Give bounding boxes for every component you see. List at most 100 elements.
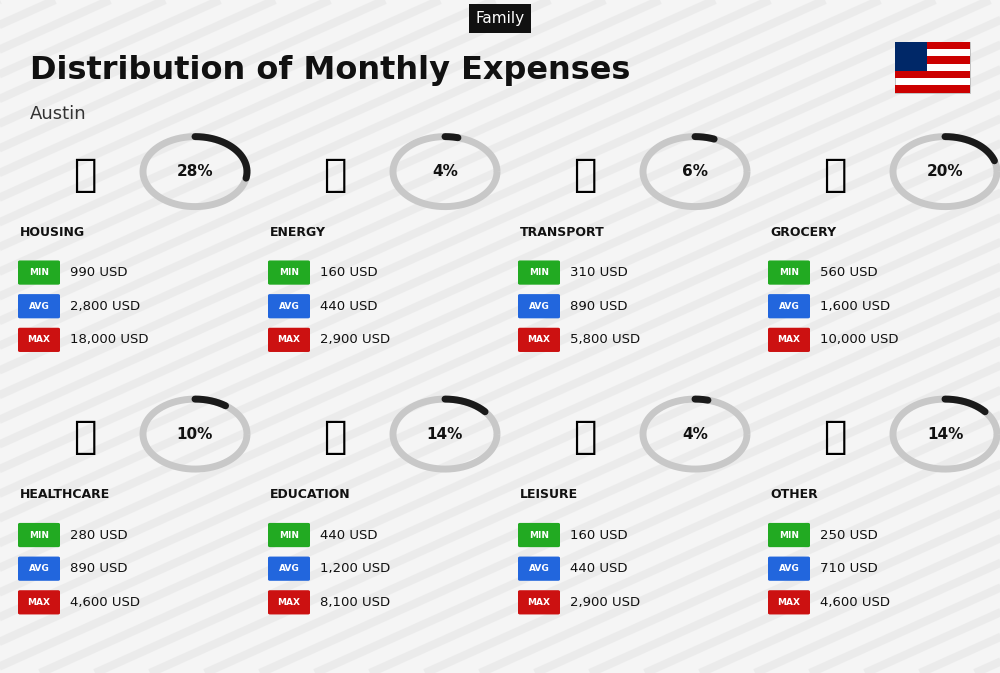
Text: 440 USD: 440 USD: [570, 562, 628, 575]
Text: MIN: MIN: [529, 530, 549, 540]
Text: 310 USD: 310 USD: [570, 266, 628, 279]
Text: MAX: MAX: [528, 335, 550, 345]
Text: 1,200 USD: 1,200 USD: [320, 562, 390, 575]
Text: 4%: 4%: [682, 427, 708, 441]
Text: 4,600 USD: 4,600 USD: [70, 596, 140, 609]
Text: 4%: 4%: [432, 164, 458, 179]
Text: 🏢: 🏢: [73, 156, 97, 194]
FancyBboxPatch shape: [268, 328, 310, 352]
Text: Family: Family: [475, 11, 525, 26]
Text: AVG: AVG: [779, 302, 799, 311]
Text: EDUCATION: EDUCATION: [270, 488, 351, 501]
Text: 🏥: 🏥: [73, 419, 97, 456]
Text: MIN: MIN: [529, 268, 549, 277]
FancyBboxPatch shape: [768, 328, 810, 352]
FancyBboxPatch shape: [768, 557, 810, 581]
Text: 440 USD: 440 USD: [320, 528, 378, 542]
Text: 💳: 💳: [823, 419, 847, 456]
Text: 2,900 USD: 2,900 USD: [570, 596, 640, 609]
Text: MAX: MAX: [28, 335, 50, 345]
FancyBboxPatch shape: [268, 260, 310, 285]
FancyBboxPatch shape: [518, 557, 560, 581]
Text: HEALTHCARE: HEALTHCARE: [20, 488, 110, 501]
Text: MAX: MAX: [278, 598, 301, 607]
Text: 560 USD: 560 USD: [820, 266, 878, 279]
FancyBboxPatch shape: [895, 71, 970, 78]
Text: 890 USD: 890 USD: [70, 562, 128, 575]
Text: 20%: 20%: [927, 164, 963, 179]
Text: LEISURE: LEISURE: [520, 488, 578, 501]
FancyBboxPatch shape: [18, 523, 60, 547]
Text: MAX: MAX: [528, 598, 550, 607]
Text: 6%: 6%: [682, 164, 708, 179]
Text: MAX: MAX: [778, 335, 800, 345]
Text: 160 USD: 160 USD: [570, 528, 628, 542]
FancyBboxPatch shape: [895, 42, 970, 49]
FancyBboxPatch shape: [18, 557, 60, 581]
FancyBboxPatch shape: [895, 42, 970, 93]
Text: 1,600 USD: 1,600 USD: [820, 299, 890, 313]
Text: 🛍: 🛍: [573, 419, 597, 456]
Text: 890 USD: 890 USD: [570, 299, 628, 313]
FancyBboxPatch shape: [518, 328, 560, 352]
Text: Austin: Austin: [30, 106, 87, 123]
FancyBboxPatch shape: [768, 260, 810, 285]
Text: 10,000 USD: 10,000 USD: [820, 333, 899, 347]
FancyBboxPatch shape: [895, 42, 926, 71]
FancyBboxPatch shape: [268, 590, 310, 614]
Text: GROCERY: GROCERY: [770, 225, 836, 239]
Text: 18,000 USD: 18,000 USD: [70, 333, 148, 347]
Text: AVG: AVG: [529, 302, 549, 311]
Text: AVG: AVG: [529, 564, 549, 573]
Text: 5,800 USD: 5,800 USD: [570, 333, 640, 347]
Text: AVG: AVG: [279, 302, 299, 311]
Text: 14%: 14%: [427, 427, 463, 441]
Text: 2,800 USD: 2,800 USD: [70, 299, 140, 313]
FancyBboxPatch shape: [268, 557, 310, 581]
Text: 280 USD: 280 USD: [70, 528, 128, 542]
Text: 160 USD: 160 USD: [320, 266, 378, 279]
FancyBboxPatch shape: [268, 523, 310, 547]
FancyBboxPatch shape: [518, 523, 560, 547]
FancyBboxPatch shape: [768, 294, 810, 318]
Text: AVG: AVG: [29, 302, 49, 311]
Text: 710 USD: 710 USD: [820, 562, 878, 575]
Text: 14%: 14%: [927, 427, 963, 441]
Text: MAX: MAX: [778, 598, 800, 607]
Text: 28%: 28%: [177, 164, 213, 179]
Text: AVG: AVG: [779, 564, 799, 573]
Text: 🔌: 🔌: [323, 156, 347, 194]
FancyBboxPatch shape: [895, 57, 970, 64]
Text: 250 USD: 250 USD: [820, 528, 878, 542]
FancyBboxPatch shape: [268, 294, 310, 318]
Text: 4,600 USD: 4,600 USD: [820, 596, 890, 609]
Text: 440 USD: 440 USD: [320, 299, 378, 313]
Text: 🎓: 🎓: [323, 419, 347, 456]
FancyBboxPatch shape: [518, 294, 560, 318]
FancyBboxPatch shape: [18, 590, 60, 614]
FancyBboxPatch shape: [18, 328, 60, 352]
Text: MIN: MIN: [779, 268, 799, 277]
Text: OTHER: OTHER: [770, 488, 818, 501]
Text: 10%: 10%: [177, 427, 213, 441]
Text: MIN: MIN: [779, 530, 799, 540]
Text: MAX: MAX: [278, 335, 301, 345]
Text: 🛒: 🛒: [823, 156, 847, 194]
FancyBboxPatch shape: [518, 590, 560, 614]
Text: Distribution of Monthly Expenses: Distribution of Monthly Expenses: [30, 55, 630, 86]
Text: ENERGY: ENERGY: [270, 225, 326, 239]
Text: 8,100 USD: 8,100 USD: [320, 596, 390, 609]
Text: MIN: MIN: [279, 530, 299, 540]
Text: MIN: MIN: [29, 268, 49, 277]
Text: AVG: AVG: [29, 564, 49, 573]
Text: 990 USD: 990 USD: [70, 266, 128, 279]
FancyBboxPatch shape: [518, 260, 560, 285]
Text: 2,900 USD: 2,900 USD: [320, 333, 390, 347]
FancyBboxPatch shape: [18, 294, 60, 318]
FancyBboxPatch shape: [18, 260, 60, 285]
Text: 🚌: 🚌: [573, 156, 597, 194]
FancyBboxPatch shape: [768, 590, 810, 614]
Text: AVG: AVG: [279, 564, 299, 573]
FancyBboxPatch shape: [895, 85, 970, 93]
Text: MIN: MIN: [279, 268, 299, 277]
